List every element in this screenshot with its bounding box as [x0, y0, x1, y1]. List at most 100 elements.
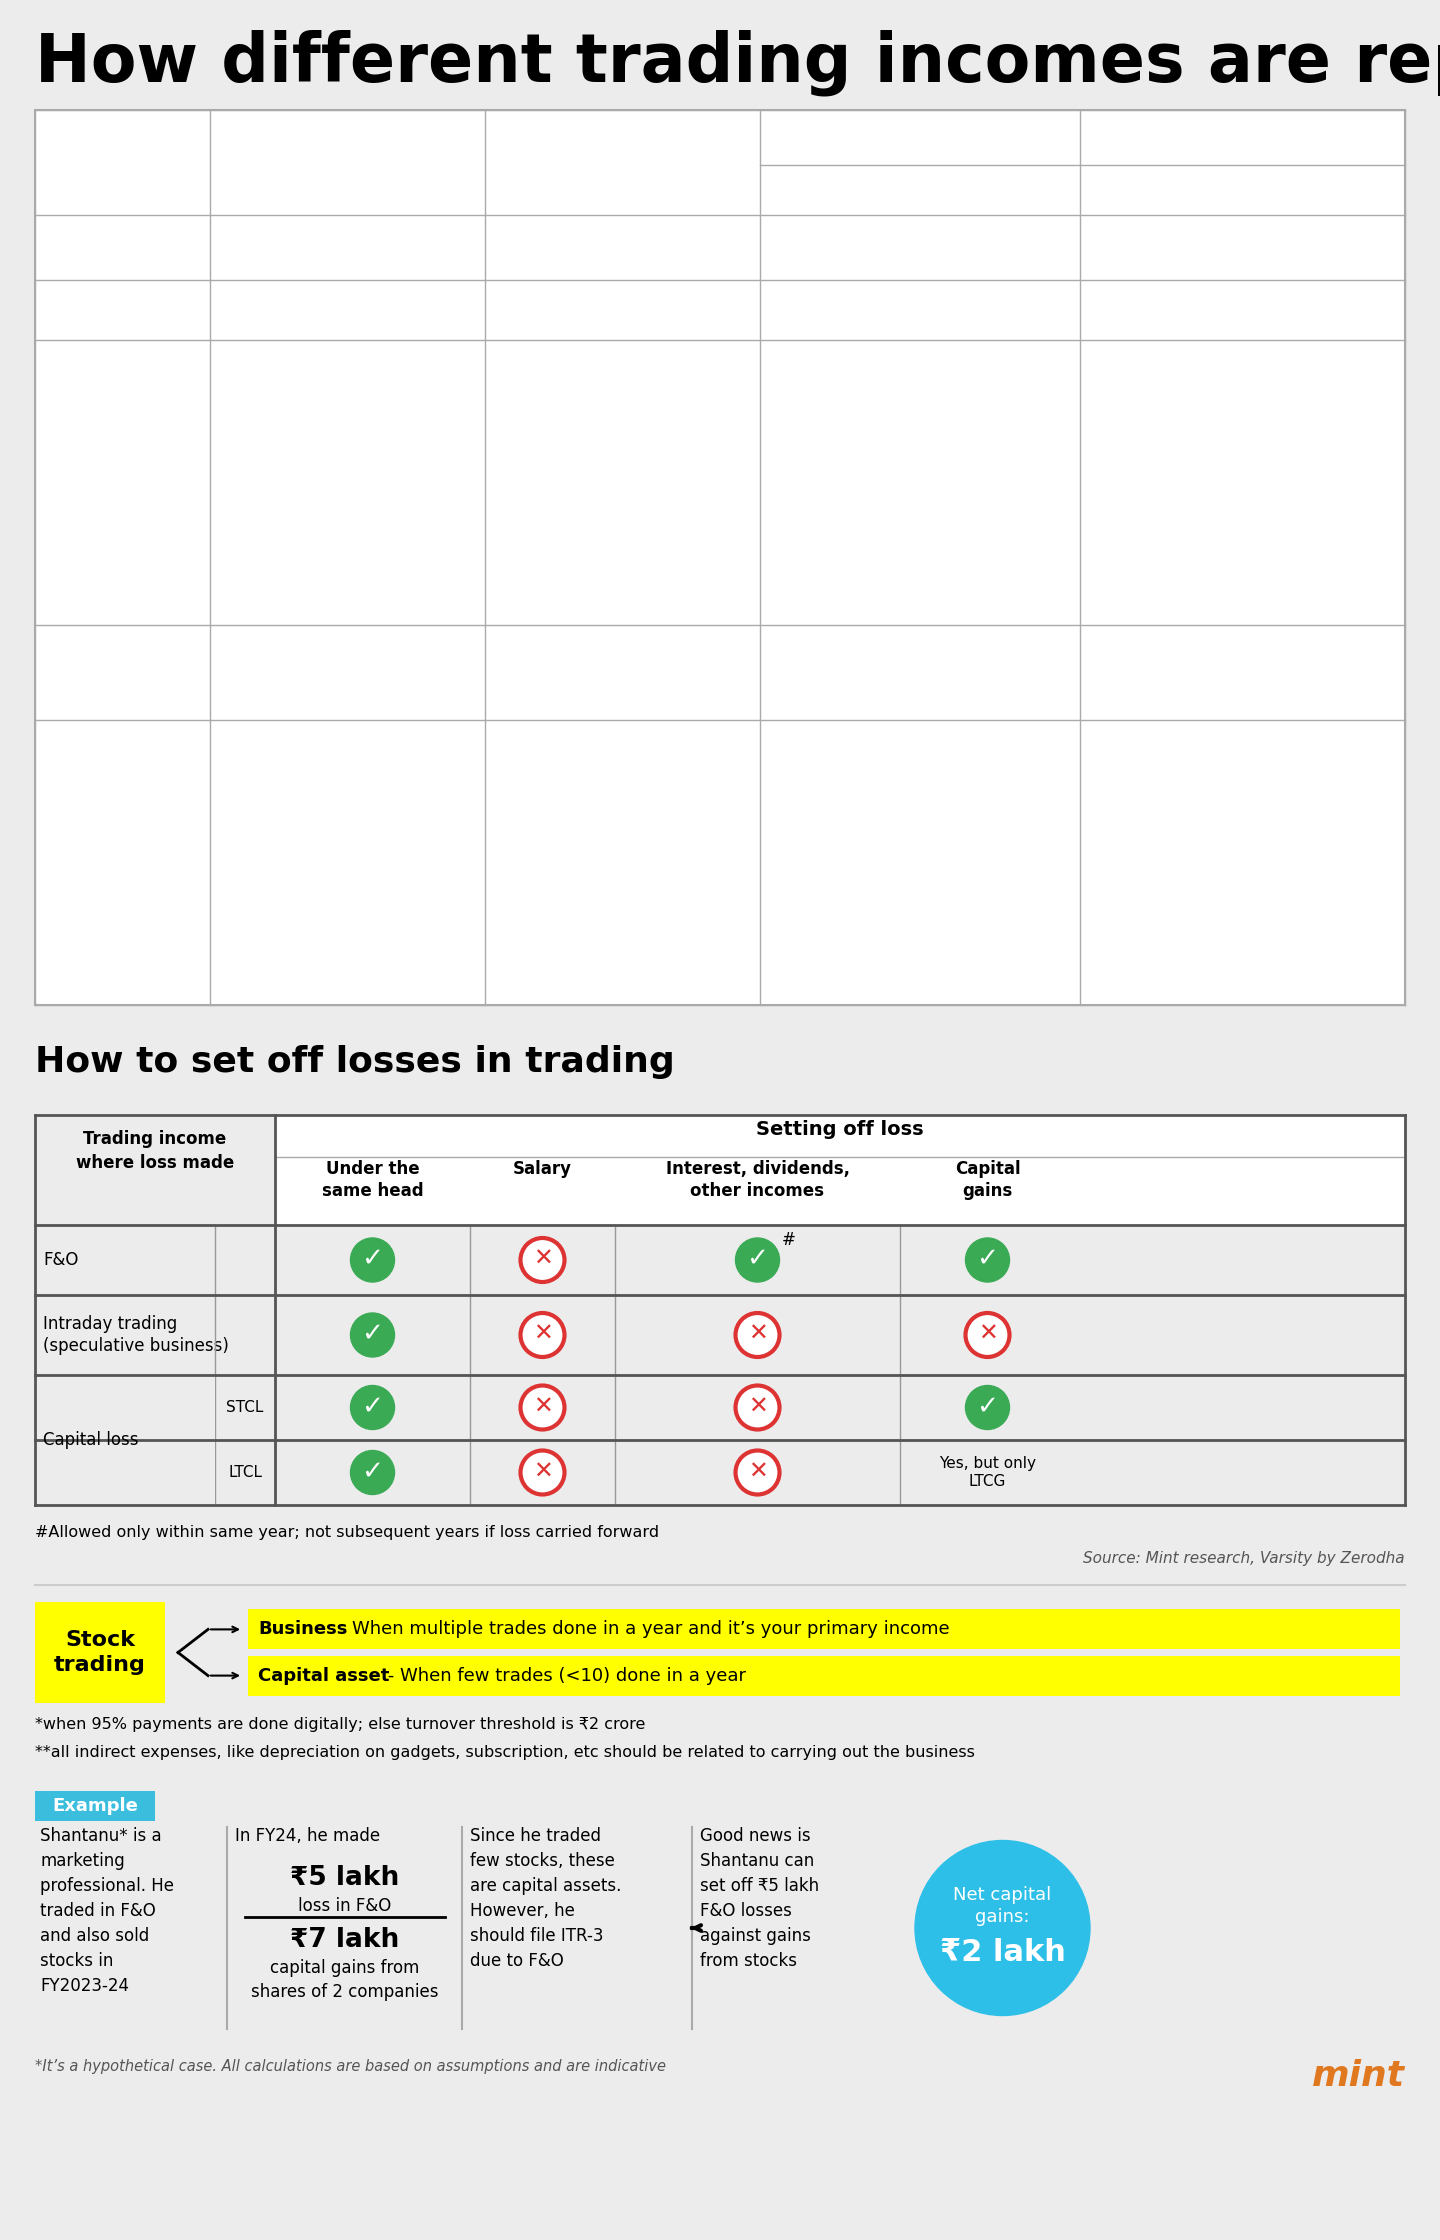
FancyBboxPatch shape	[35, 1602, 166, 1702]
Text: Capital loss: Capital loss	[43, 1398, 138, 1416]
Text: Interest, dividends,
other incomes: Interest, dividends, other incomes	[665, 1160, 850, 1201]
FancyBboxPatch shape	[275, 1225, 469, 1295]
FancyBboxPatch shape	[615, 1440, 900, 1505]
Text: Capital asset: Capital asset	[258, 1667, 389, 1684]
Text: Tax rate: Tax rate	[43, 663, 132, 681]
FancyBboxPatch shape	[210, 340, 485, 625]
Text: STCL: STCL	[226, 1400, 264, 1416]
Text: Tax slab: Tax slab	[1207, 663, 1279, 681]
FancyBboxPatch shape	[1080, 110, 1405, 215]
Text: ₹2 lakh: ₹2 lakh	[939, 1938, 1066, 1967]
Text: **all indirect expenses, like depreciation on gadgets, subscription, etc should : **all indirect expenses, like depreciati…	[35, 1745, 975, 1761]
Circle shape	[965, 1239, 1009, 1281]
FancyBboxPatch shape	[35, 1375, 215, 1505]
Text: - When multiple trades done in a year and it’s your primary income: - When multiple trades done in a year an…	[334, 1620, 949, 1637]
FancyBboxPatch shape	[760, 719, 1080, 1006]
FancyBboxPatch shape	[35, 1792, 156, 1821]
Circle shape	[965, 1387, 1009, 1429]
FancyBboxPatch shape	[615, 1225, 900, 1295]
Text: Intra-day
trading: Intra-day trading	[569, 119, 677, 164]
FancyBboxPatch shape	[248, 1611, 1400, 1649]
Text: #Allowed only within same year; not subsequent years if loss carried forward: #Allowed only within same year; not subs…	[35, 1525, 660, 1541]
Text: Demat charges,
broker
commission;
STT can't be
claimed: Demat charges, broker commission; STT ca…	[768, 728, 890, 820]
Text: ✓: ✓	[976, 1393, 998, 1420]
FancyBboxPatch shape	[900, 1375, 1076, 1440]
Circle shape	[965, 1313, 1009, 1357]
Text: ✓: ✓	[361, 1245, 383, 1272]
Text: Turnover
> ₹5 crore*

Or

Opted out of presumptive
taxation in last 5 years: Turnover > ₹5 crore* Or Opted out of pre…	[1090, 347, 1297, 488]
Text: LTCG: LTCG	[806, 679, 855, 697]
FancyBboxPatch shape	[1080, 280, 1405, 340]
Text: ✕: ✕	[747, 1460, 768, 1483]
FancyBboxPatch shape	[1080, 215, 1405, 280]
Text: ✕: ✕	[533, 1248, 553, 1270]
Text: Capital
gains: Capital gains	[955, 1160, 1021, 1201]
Circle shape	[520, 1387, 564, 1429]
FancyBboxPatch shape	[210, 280, 485, 340]
Text: ✓: ✓	[746, 1245, 769, 1272]
Text: No audit: No audit	[881, 473, 958, 491]
FancyBboxPatch shape	[275, 1295, 469, 1375]
FancyBboxPatch shape	[35, 1375, 215, 1440]
FancyBboxPatch shape	[210, 719, 485, 1006]
FancyBboxPatch shape	[760, 340, 1080, 625]
FancyBboxPatch shape	[615, 1375, 900, 1440]
Text: Tax slab: Tax slab	[311, 663, 384, 681]
Text: loss in F&O: loss in F&O	[298, 1897, 392, 1915]
FancyBboxPatch shape	[35, 625, 210, 719]
FancyBboxPatch shape	[485, 340, 760, 625]
Text: 15%: 15%	[775, 647, 818, 665]
Text: capital gains from
shares of 2 companies: capital gains from shares of 2 companies	[251, 1960, 439, 2000]
Text: Profit + loss: Profit + loss	[294, 300, 402, 318]
Text: Delivery based stocks trading: Delivery based stocks trading	[907, 119, 1259, 139]
Text: 10%: 10%	[775, 679, 818, 697]
FancyBboxPatch shape	[485, 719, 760, 1006]
FancyBboxPatch shape	[900, 1295, 1076, 1375]
Text: Good news is
Shantanu can
set off ₹5 lakh
F&O losses
against gains
from stocks: Good news is Shantanu can set off ₹5 lak…	[700, 1828, 819, 1969]
Text: ITR Form: ITR Form	[43, 237, 141, 258]
FancyBboxPatch shape	[35, 110, 210, 215]
Circle shape	[350, 1387, 395, 1429]
FancyBboxPatch shape	[215, 1225, 275, 1295]
Circle shape	[736, 1452, 779, 1494]
FancyBboxPatch shape	[760, 110, 1080, 215]
Text: ✕: ✕	[747, 1322, 768, 1346]
FancyBboxPatch shape	[210, 110, 485, 215]
FancyBboxPatch shape	[469, 1225, 615, 1295]
FancyBboxPatch shape	[485, 215, 760, 280]
Circle shape	[520, 1452, 564, 1494]
Text: How different trading incomes are reported: How different trading incomes are report…	[35, 29, 1440, 96]
Text: In FY24, he made: In FY24, he made	[235, 1828, 380, 1846]
Text: How to set off losses in trading: How to set off losses in trading	[35, 1046, 675, 1080]
FancyBboxPatch shape	[35, 719, 210, 1006]
Text: Trading income
where loss made: Trading income where loss made	[76, 1129, 235, 1172]
FancyBboxPatch shape	[210, 625, 485, 719]
Text: Business: Business	[1198, 168, 1287, 186]
FancyBboxPatch shape	[248, 1655, 1400, 1696]
FancyBboxPatch shape	[35, 1225, 215, 1295]
Text: Demat charges, brokerage,
depreciation on laptop and
mobile used, trading
softwa: Demat charges, brokerage, depreciation o…	[1089, 728, 1297, 878]
FancyBboxPatch shape	[469, 1295, 615, 1375]
FancyBboxPatch shape	[35, 215, 210, 280]
Text: ₹5 lakh: ₹5 lakh	[291, 1866, 400, 1891]
Text: ✕: ✕	[533, 1322, 553, 1346]
Text: ₹7 lakh: ₹7 lakh	[291, 1926, 400, 1953]
Circle shape	[736, 1313, 779, 1357]
FancyBboxPatch shape	[485, 110, 760, 215]
Text: LTCL: LTCL	[228, 1465, 262, 1481]
Text: Since he traded
few stocks, these
are capital assets.
However, he
should file IT: Since he traded few stocks, these are ca…	[469, 1828, 622, 1969]
Text: Source: Mint research, Varsity by Zerodha: Source: Mint research, Varsity by Zerodh…	[1083, 1550, 1405, 1566]
Text: STCG;: STCG;	[809, 647, 868, 665]
Text: Tax slab: Tax slab	[586, 663, 660, 681]
Text: Demat charges, brokerage,
depreciation on laptop and
mobile**, trading software : Demat charges, brokerage, depreciation o…	[217, 728, 474, 858]
Text: Turnover: Turnover	[43, 300, 141, 320]
Text: ITR-3: ITR-3	[1208, 235, 1277, 260]
Text: Setting off loss: Setting off loss	[756, 1120, 924, 1138]
Text: *when 95% payments are done digitally; else turnover threshold is ₹2 crore: *when 95% payments are done digitally; e…	[35, 1718, 645, 1732]
Text: Capital loss: Capital loss	[43, 1431, 138, 1449]
FancyBboxPatch shape	[215, 1375, 275, 1440]
FancyBboxPatch shape	[35, 340, 210, 625]
Circle shape	[520, 1239, 564, 1281]
FancyBboxPatch shape	[1080, 340, 1405, 625]
FancyBboxPatch shape	[35, 1116, 275, 1225]
